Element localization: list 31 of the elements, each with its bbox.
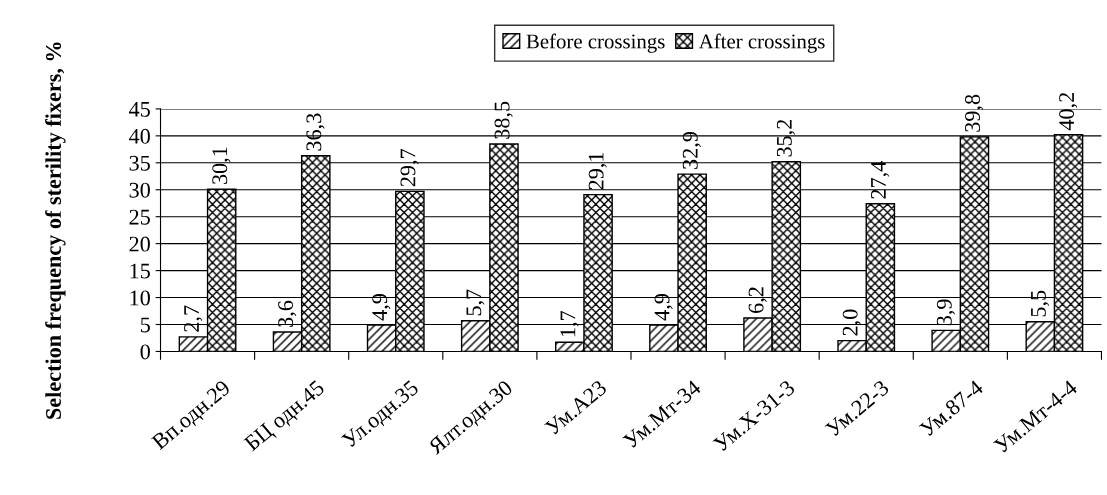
y-tick-label: 35	[129, 155, 150, 171]
data-label: 29,7	[400, 148, 419, 187]
data-label: 2,0	[842, 309, 861, 336]
data-label: 5,7	[466, 289, 485, 316]
data-label: 39,8	[965, 94, 984, 132]
data-label: 27,4	[870, 161, 890, 199]
data-label: 3,9	[936, 299, 955, 326]
y-tick-label: 25	[129, 209, 150, 225]
data-label: 6,2	[748, 287, 767, 313]
y-tick-label: 10	[130, 290, 150, 306]
data-label: 29,1	[588, 152, 607, 190]
data-label: 36,3	[306, 113, 325, 151]
data-label: 4,9	[654, 294, 673, 321]
y-tick-label: 15	[130, 263, 150, 279]
data-label: 30,1	[212, 147, 231, 184]
data-label: 38,5	[494, 101, 513, 139]
data-label: 4,9	[372, 294, 391, 321]
y-tick-label: 0	[140, 344, 150, 360]
data-label: 35,2	[776, 119, 796, 157]
y-axis-title: Selection frequency of sterility fixers, %	[45, 42, 66, 419]
legend-label: After crossings	[698, 33, 825, 53]
y-tick-label: 45	[129, 101, 150, 117]
y-tick-label: 20	[129, 236, 150, 252]
data-label: 40,2	[1059, 92, 1078, 131]
y-tick-label: 5	[140, 317, 150, 333]
data-label: 5,5	[1031, 290, 1050, 317]
legend-label: Before crossings	[526, 33, 665, 53]
y-tick-label: 40	[129, 128, 150, 144]
data-label: 32,9	[682, 131, 701, 169]
data-label: 3,6	[278, 300, 297, 327]
y-tick-label: 30	[129, 182, 150, 198]
